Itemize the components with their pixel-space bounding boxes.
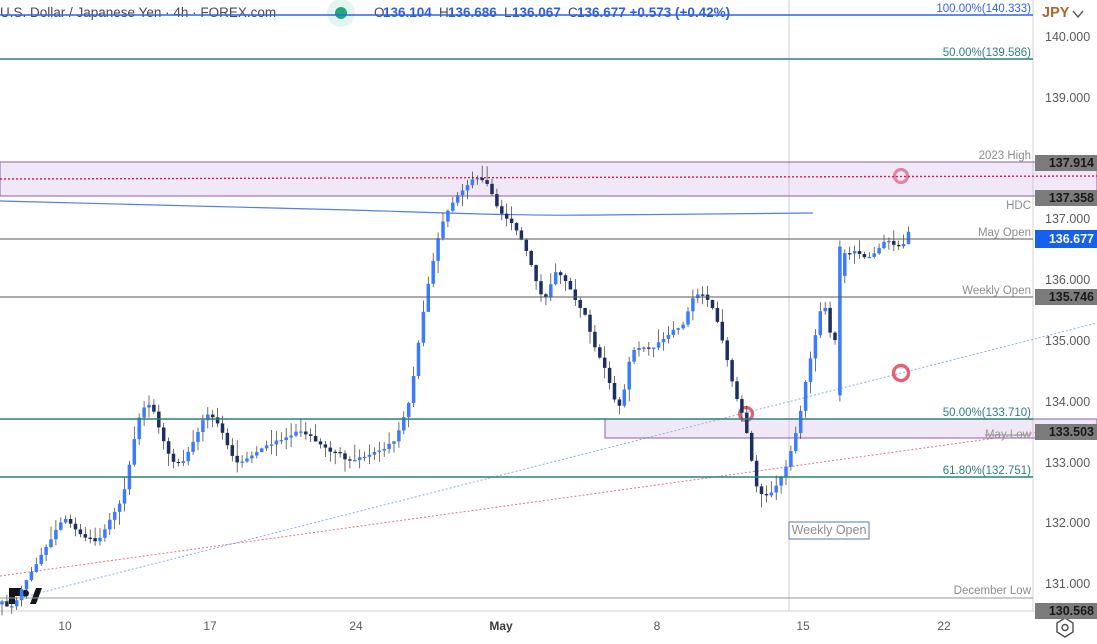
svg-text:137.000: 137.000: [1045, 212, 1090, 226]
svg-text:15: 15: [796, 619, 810, 633]
svg-text:61.80%(132.751): 61.80%(132.751): [943, 465, 1031, 477]
svg-text:Weekly Open: Weekly Open: [962, 285, 1031, 297]
svg-text:132.000: 132.000: [1045, 516, 1090, 530]
svg-text:Weekly Open: Weekly Open: [792, 523, 867, 537]
svg-text:December Low: December Low: [954, 585, 1032, 597]
svg-text:U.S. Dollar / Japanese Yen · 4: U.S. Dollar / Japanese Yen · 4h · FOREX.…: [0, 5, 276, 20]
svg-text:50.00%(133.710): 50.00%(133.710): [943, 407, 1031, 419]
svg-text:134.000: 134.000: [1045, 395, 1090, 409]
svg-text:140.000: 140.000: [1045, 30, 1090, 44]
svg-text:131.000: 131.000: [1045, 577, 1090, 591]
svg-text:May: May: [489, 619, 513, 633]
svg-text:137.358: 137.358: [1049, 191, 1094, 205]
svg-text:139.000: 139.000: [1045, 91, 1090, 105]
svg-text:136.677 +0.573 (+0.42%): 136.677 +0.573 (+0.42%): [577, 5, 730, 20]
svg-text:136.000: 136.000: [1045, 273, 1090, 287]
svg-text:L: L: [504, 5, 512, 20]
svg-text:HDC: HDC: [1006, 200, 1031, 212]
svg-text:130.568: 130.568: [1049, 604, 1094, 618]
svg-text:May Open: May Open: [978, 227, 1031, 239]
svg-text:135.000: 135.000: [1045, 334, 1090, 348]
svg-text:136.067: 136.067: [512, 5, 561, 20]
svg-text:135.746: 135.746: [1049, 290, 1094, 304]
svg-text:17: 17: [203, 619, 217, 633]
svg-text:100.00%(140.333): 100.00%(140.333): [936, 3, 1031, 15]
svg-text:137.914: 137.914: [1049, 156, 1094, 170]
svg-text:24: 24: [349, 619, 363, 633]
svg-text:136.686: 136.686: [448, 5, 497, 20]
svg-text:8: 8: [654, 619, 661, 633]
svg-text:133.503: 133.503: [1049, 425, 1094, 439]
svg-text:JPY: JPY: [1042, 5, 1070, 21]
svg-text:10: 10: [58, 619, 72, 633]
svg-text:133.000: 133.000: [1045, 456, 1090, 470]
svg-text:22: 22: [937, 619, 951, 633]
svg-text:136.104: 136.104: [383, 5, 432, 20]
svg-text:May Low: May Low: [985, 429, 1032, 441]
svg-text:50.00%(139.586): 50.00%(139.586): [943, 47, 1031, 59]
svg-text:2023 High: 2023 High: [979, 150, 1031, 162]
